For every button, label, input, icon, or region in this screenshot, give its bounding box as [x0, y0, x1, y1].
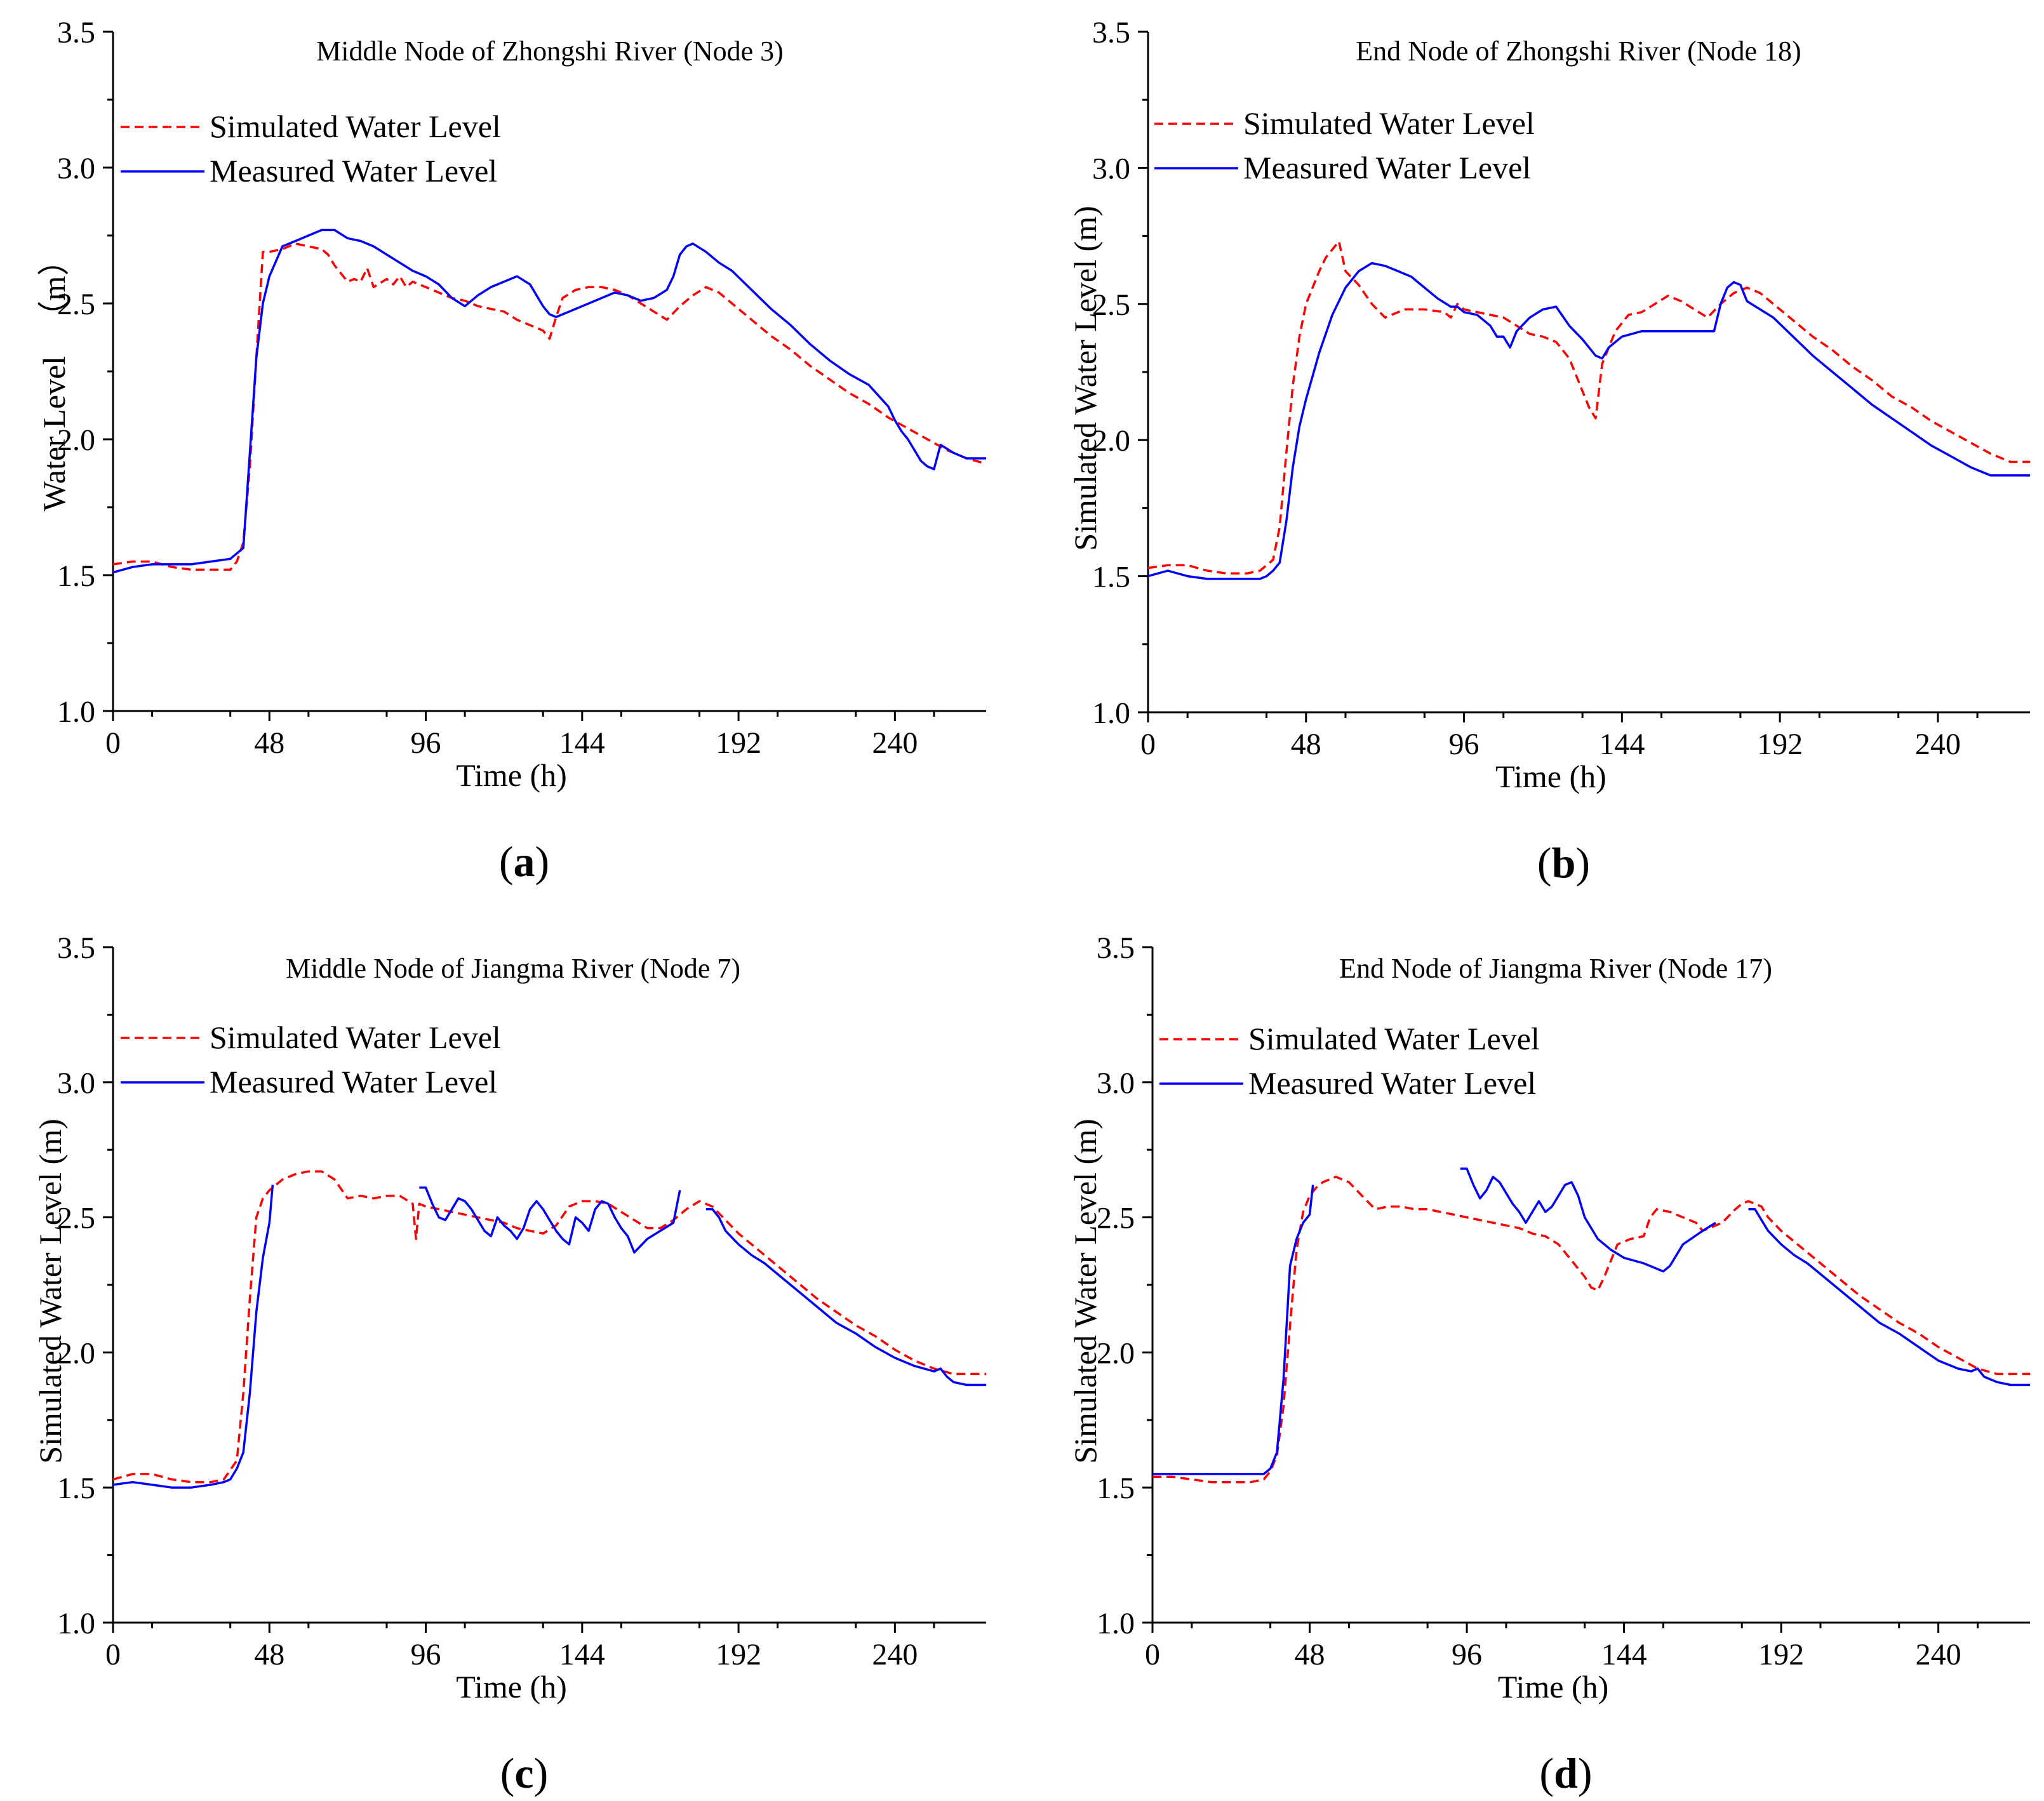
x-tick-label: 240: [1915, 728, 1961, 761]
series-line-measured: [1748, 1208, 2030, 1386]
x-tick-label: 144: [1599, 728, 1645, 761]
x-tick-label: 144: [559, 1638, 605, 1671]
x-tick-label: 0: [1140, 728, 1156, 761]
y-tick-label: 1.0: [57, 695, 95, 729]
chart-title: Middle Node of Zhongshi River (Node 3): [316, 36, 784, 67]
y-tick-label: 1.5: [57, 1472, 95, 1505]
series-line-simulated: [1152, 1176, 2030, 1484]
series-line-measured: [268, 1185, 274, 1223]
y-tick-label: 1.5: [1092, 561, 1130, 594]
y-tick-label: 2.5: [57, 1202, 95, 1235]
x-tick-label: 240: [872, 726, 918, 760]
panel-label: (d): [1539, 1749, 1592, 1797]
legend-label-simulated: Simulated Water Level: [210, 1020, 501, 1055]
x-tick-label: 48: [254, 1638, 284, 1671]
y-tick-label: 2.5: [1092, 288, 1130, 322]
series-line-measured: [112, 229, 986, 574]
x-tick-label: 144: [559, 726, 605, 760]
y-tick-label: 3.0: [1097, 1067, 1135, 1100]
legend-label-simulated: Simulated Water Level: [1243, 105, 1535, 141]
x-axis-label: Time (h): [456, 757, 567, 793]
chart-panel-d: 1.0 1.5 2.0 2.5 3.0 3.5 0 48 96 144 192 240 Time (h)…: [1067, 931, 2030, 1797]
x-tick-label: 192: [716, 726, 761, 760]
y-tick-label: 2.0: [57, 1336, 95, 1370]
y-tick-label: 3.5: [1097, 931, 1135, 965]
chart-panel-c: 1.0 1.5 2.0 2.5 3.0 3.5 0 48 96 144 192 240 Time (h)…: [32, 931, 986, 1797]
chart-title: End Node of Jiangma River (Node 17): [1339, 953, 1772, 984]
x-tick-label: 192: [716, 1638, 761, 1671]
x-tick-label: 48: [1295, 1638, 1325, 1671]
series-line-measured: [419, 1186, 681, 1254]
series-line-simulated: [1147, 240, 2030, 575]
y-tick-label: 3.5: [1092, 16, 1130, 50]
legend-label-simulated: Simulated Water Level: [1248, 1021, 1540, 1056]
series-line-measured: [1152, 1185, 1314, 1475]
x-tick-label: 48: [254, 726, 284, 760]
x-axis-label: Time (h): [1498, 1669, 1609, 1705]
y-tick-label: 2.5: [57, 288, 95, 321]
x-tick-label: 240: [872, 1638, 918, 1671]
y-tick-label: 1.5: [1097, 1472, 1135, 1505]
series-line-measured: [112, 1222, 271, 1489]
legend-label-measured: Measured Water Level: [210, 153, 497, 189]
panels: 1.0 1.5 2.0 2.5 3.0 3.5 0 48 96 144 192 240 Time (h)…: [32, 16, 2030, 1797]
y-axis-label: Water Level （m）: [36, 244, 72, 512]
chart-panel-a: 1.0 1.5 2.0 2.5 3.0 3.5 0 48 96 144 192 240 Time (h)…: [36, 16, 987, 886]
x-axis-label: Time (h): [456, 1669, 567, 1705]
chart-panel-b: 1.0 1.5 2.0 2.5 3.0 3.5 0 48 96 144 192 240 Time (h)…: [1067, 16, 2030, 887]
y-tick-label: 3.5: [57, 931, 95, 965]
y-axis-label: Simulated Water Level (m): [1067, 1119, 1103, 1463]
series-line-measured: [1147, 262, 2030, 580]
y-axis-label: Simulated Water Level (m): [32, 1119, 68, 1463]
chart-title: Middle Node of Jiangma River (Node 7): [286, 953, 740, 984]
x-tick-label: 96: [1449, 728, 1480, 761]
y-tick-label: 3.0: [57, 1067, 95, 1100]
y-tick-label: 3.0: [1092, 152, 1130, 185]
y-axis-label: Simulated Water Level (m): [1067, 206, 1103, 550]
x-tick-label: 144: [1601, 1638, 1647, 1671]
legend-label-measured: Measured Water Level: [210, 1064, 497, 1100]
y-tick-label: 1.0: [57, 1607, 95, 1640]
x-tick-label: 96: [1452, 1638, 1482, 1671]
series-line-simulated: [112, 243, 987, 571]
legend-label-measured: Measured Water Level: [1243, 150, 1531, 185]
series-line-measured: [705, 1208, 986, 1386]
y-tick-label: 2.0: [57, 423, 95, 457]
x-axis-label: Time (h): [1495, 759, 1606, 794]
y-tick-label: 3.5: [57, 16, 95, 50]
chart-title: End Node of Zhongshi River (Node 18): [1356, 36, 1801, 67]
panel-label: (a): [499, 837, 549, 886]
x-tick-label: 0: [105, 726, 121, 760]
y-tick-label: 3.0: [57, 152, 95, 185]
x-tick-label: 96: [411, 1638, 441, 1671]
x-tick-label: 0: [105, 1638, 121, 1671]
x-tick-label: 192: [1757, 728, 1803, 761]
y-tick-label: 2.0: [1092, 424, 1130, 458]
y-tick-label: 2.0: [1097, 1336, 1135, 1370]
y-tick-label: 1.5: [57, 559, 95, 593]
x-tick-label: 192: [1758, 1638, 1804, 1671]
x-tick-label: 96: [411, 726, 441, 760]
legend-label-simulated: Simulated Water Level: [210, 109, 501, 144]
y-tick-label: 1.0: [1092, 696, 1130, 730]
y-tick-label: 2.5: [1097, 1202, 1135, 1235]
legend-label-measured: Measured Water Level: [1248, 1065, 1536, 1101]
panel-label: (c): [500, 1749, 549, 1797]
panel-label: (b): [1537, 839, 1590, 887]
series-line-measured: [1460, 1167, 1716, 1273]
x-tick-label: 48: [1291, 728, 1321, 761]
x-tick-label: 0: [1145, 1638, 1160, 1671]
y-tick-label: 1.0: [1097, 1607, 1135, 1640]
x-tick-label: 240: [1916, 1638, 1961, 1671]
